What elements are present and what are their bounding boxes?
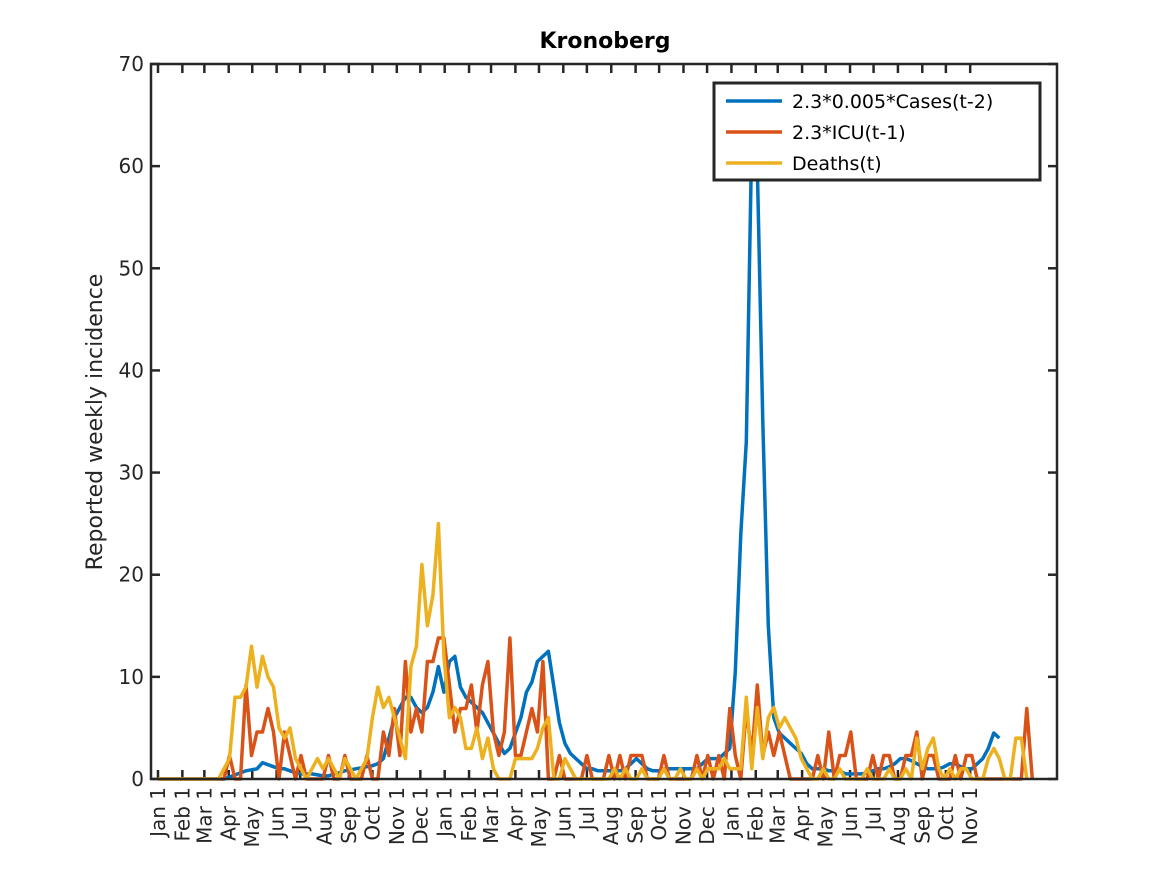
x-tick-label: Jul 1 (288, 787, 312, 832)
x-tick-label: Jan 1 (146, 787, 170, 839)
x-tick-label: Apr 1 (790, 787, 814, 841)
x-tick-label: May 1 (527, 787, 551, 847)
x-tick-label: Feb 1 (744, 787, 768, 842)
x-tick-label: Mar 1 (766, 787, 790, 844)
y-axis-label: Reported weekly incidence (83, 274, 108, 571)
y-tick-label: 30 (119, 461, 144, 485)
plot-frame (149, 62, 1059, 781)
x-tick-label: Feb 1 (170, 787, 194, 842)
x-tick-label: May 1 (240, 787, 264, 847)
x-tick-label: Oct 1 (934, 787, 958, 841)
x-tick-label: Apr 1 (217, 787, 241, 841)
chart-title: Kronoberg (539, 29, 670, 54)
x-tick-label: Mar 1 (479, 787, 503, 844)
legend-label: Deaths(t) (792, 153, 882, 175)
legend-label: 2.3*ICU(t-1) (792, 122, 906, 144)
x-tick-label: Aug 1 (886, 787, 910, 845)
x-tick-label: Nov 1 (385, 787, 409, 845)
x-tick-label: Nov 1 (958, 787, 982, 845)
x-tick-label: Dec 1 (408, 787, 432, 845)
x-tick-label: Mar 1 (192, 787, 216, 844)
y-tick-label: 20 (119, 563, 144, 587)
x-tick-label: Jan 1 (433, 787, 457, 839)
x-tick-label: Feb 1 (457, 787, 481, 842)
y-tick-label: 0 (131, 767, 144, 791)
x-tick-label: Nov 1 (671, 787, 695, 845)
x-tick-label: Jul 1 (575, 787, 599, 832)
x-tick-label: May 1 (814, 787, 838, 847)
x-tick-label: Apr 1 (503, 787, 527, 841)
y-tick-label: 40 (119, 358, 144, 382)
x-tick-label: Dec 1 (695, 787, 719, 845)
x-tick-label: Aug 1 (599, 787, 623, 845)
x-tick-label: Jun 1 (838, 787, 862, 839)
x-tick-label: Sep 1 (337, 787, 361, 844)
x-tick-label: Jun 1 (551, 787, 575, 839)
x-tick-label: Oct 1 (360, 787, 384, 841)
y-tick-label: 50 (119, 256, 144, 280)
x-tick-label: Jul 1 (862, 787, 886, 832)
y-axis: 0 10 20 30 40 50 60 70 (119, 52, 1057, 791)
x-tick-label: Sep 1 (910, 787, 934, 844)
legend-label: 2.3*0.005*Cases(t-2) (792, 91, 993, 113)
y-tick-label: 60 (119, 154, 144, 178)
legend: 2.3*0.005*Cases(t-2) 2.3*ICU(t-1) Deaths(t… (712, 81, 1042, 182)
x-tick-label: Oct 1 (647, 787, 671, 841)
x-tick-label: Jan 1 (719, 787, 743, 839)
y-tick-label: 10 (119, 665, 144, 689)
x-tick-label: Jun 1 (265, 787, 289, 839)
y-tick-label: 70 (119, 52, 144, 76)
x-tick-label: Aug 1 (313, 787, 337, 845)
x-tick-label: Sep 1 (624, 787, 648, 844)
